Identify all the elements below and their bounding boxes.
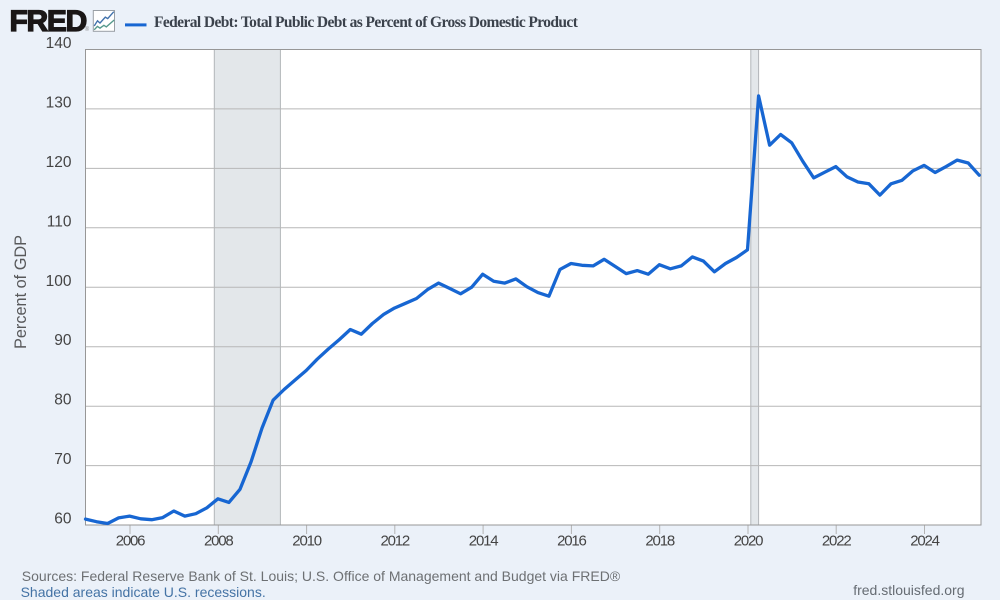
svg-text:60: 60	[54, 511, 72, 528]
svg-text:2018: 2018	[645, 532, 674, 549]
svg-text:80: 80	[54, 392, 72, 409]
svg-text:FRED: FRED	[10, 5, 87, 38]
svg-text:fred.stlouisfed.org: fred.stlouisfed.org	[853, 582, 964, 598]
svg-text:2010: 2010	[292, 532, 321, 549]
svg-text:90: 90	[54, 332, 72, 349]
svg-text:Percent of GDP: Percent of GDP	[12, 235, 30, 349]
svg-text:120: 120	[46, 154, 72, 171]
svg-text:2024: 2024	[910, 532, 939, 549]
svg-text:2006: 2006	[116, 532, 145, 549]
svg-text:2008: 2008	[204, 532, 233, 549]
svg-text:®: ®	[85, 26, 90, 33]
svg-text:70: 70	[54, 451, 72, 468]
svg-text:2016: 2016	[557, 532, 586, 549]
svg-text:100: 100	[46, 273, 72, 290]
svg-text:2022: 2022	[822, 532, 851, 549]
svg-text:140: 140	[46, 35, 72, 52]
svg-text:2012: 2012	[381, 532, 410, 549]
svg-text:110: 110	[47, 213, 72, 230]
svg-text:130: 130	[46, 94, 72, 111]
svg-text:2014: 2014	[469, 532, 498, 549]
svg-text:2020: 2020	[734, 532, 763, 549]
svg-text:Sources: Federal Reserve Bank: Sources: Federal Reserve Bank of St. Lou…	[22, 568, 621, 584]
svg-text:Federal Debt: Total Public Deb: Federal Debt: Total Public Debt as Perce…	[154, 14, 579, 31]
svg-text:Shaded areas indicate U.S. rec: Shaded areas indicate U.S. recessions.	[21, 584, 266, 600]
